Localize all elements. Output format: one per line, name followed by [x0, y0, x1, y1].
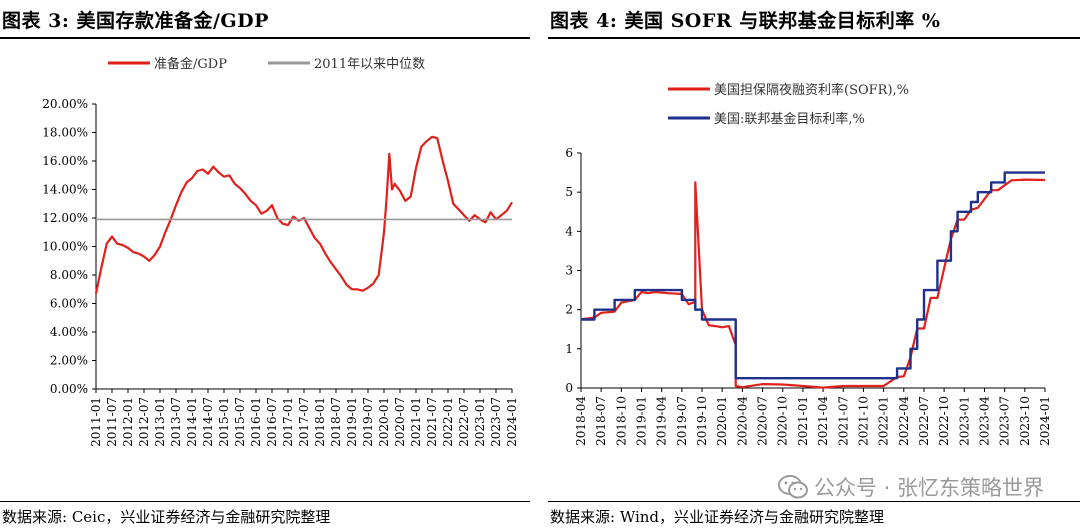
x-tick-label: 2015-01 — [217, 397, 231, 447]
source-divider — [0, 501, 530, 502]
x-tick-label: 2022-01 — [441, 397, 455, 447]
x-tick-label: 2017-01 — [281, 397, 295, 447]
x-tick-label: 2016-07 — [265, 397, 279, 447]
x-tick-label: 2023-07 — [489, 397, 503, 447]
x-tick-label: 2021-01 — [796, 396, 810, 446]
x-tick-label: 2022-07 — [917, 396, 931, 446]
x-tick-label: 2011-01 — [89, 397, 103, 447]
x-tick-label: 2021-04 — [816, 396, 830, 446]
x-tick-label: 2022-04 — [897, 396, 911, 446]
watermark-text: 公众号 · 张忆东策略世界 — [813, 476, 1044, 500]
chart-sofr-fed: 0 1 2 3 4 5 6 2018-04 2018-07 2018-10 2019-01 2019-… — [565, 82, 1052, 446]
y-tick-label: 5 — [565, 185, 573, 199]
x-tick-label: 2011-07 — [105, 397, 119, 447]
series-line — [581, 171, 1045, 380]
y-tick-label: 0.00% — [50, 382, 88, 396]
x-tick-label: 2021-07 — [425, 397, 439, 447]
chart-source: 数据来源: Ceic，兴业证券经济与金融研究院整理 — [2, 508, 331, 526]
x-tick-label: 2020-04 — [735, 396, 749, 446]
chart-title: 图表 4: 美国 SOFR 与联邦基金目标利率 % — [550, 10, 941, 32]
chart-panel-sofr: 图表 4: 美国 SOFR 与联邦基金目标利率 % 0 1 2 3 4 5 6 2018-04… — [548, 0, 1080, 532]
y-tick-label: 2.00% — [50, 354, 88, 368]
chart-title: 图表 3: 美国存款准备金/GDP — [2, 10, 269, 32]
y-tick-label: 4 — [565, 224, 573, 238]
x-tick-label: 2019-10 — [695, 396, 709, 446]
x-tick-label: 2018-04 — [574, 396, 588, 446]
y-tick-label: 4.00% — [50, 325, 88, 339]
x-tick-label: 2020-01 — [715, 396, 729, 446]
source-divider — [548, 501, 1080, 502]
x-tick-label: 2020-07 — [393, 397, 407, 447]
x-tick-label: 2023-01 — [473, 397, 487, 447]
x-tick-label: 2013-01 — [153, 397, 167, 447]
x-tick-label: 2015-07 — [233, 397, 247, 447]
legend-label: 美国:联邦基金目标利率,% — [714, 111, 865, 127]
x-tick-label: 2018-07 — [329, 397, 343, 447]
y-tick-label: 14.00% — [42, 183, 88, 197]
x-tick-label: 2024-01 — [505, 397, 519, 447]
series-line — [94, 135, 513, 294]
x-tick-label: 2018-10 — [614, 396, 628, 446]
y-tick-label: 10.00% — [42, 240, 88, 254]
x-tick-label: 2023-07 — [998, 396, 1012, 446]
x-tick-label: 2019-01 — [635, 396, 649, 446]
x-tick-label: 2018-01 — [313, 397, 327, 447]
x-tick-label: 2023-04 — [977, 396, 991, 446]
x-tick-label: 2017-07 — [297, 397, 311, 447]
x-tick-label: 2020-07 — [756, 396, 770, 446]
x-tick-label: 2020-10 — [776, 396, 790, 446]
x-tick-label: 2022-01 — [877, 396, 891, 446]
y-tick-label: 0 — [565, 381, 573, 395]
y-tick-label: 18.00% — [42, 126, 88, 140]
x-tick-label: 2022-07 — [457, 397, 471, 447]
title-divider — [548, 37, 1080, 39]
x-tick-label: 2016-01 — [249, 397, 263, 447]
x-tick-label: 2012-07 — [137, 397, 151, 447]
chart-source: 数据来源: Wind，兴业证券经济与金融研究院整理 — [550, 508, 885, 526]
x-tick-label: 2021-01 — [409, 397, 423, 447]
x-tick-label: 2014-07 — [201, 397, 215, 447]
x-tick-label: 2020-01 — [377, 397, 391, 447]
y-tick-label: 16.00% — [42, 154, 88, 168]
y-tick-label: 20.00% — [42, 97, 88, 111]
series-line — [580, 178, 1046, 389]
chart-panel-reserves: 图表 3: 美国存款准备金/GDP 0.00% 2.00% 4.00% 6.00% 8.… — [0, 0, 530, 532]
x-tick-label: 2019-01 — [345, 397, 359, 447]
x-tick-label: 2023-10 — [1018, 396, 1032, 446]
legend-label: 2011年以来中位数 — [314, 57, 425, 72]
x-tick-label: 2019-07 — [675, 396, 689, 446]
x-tick-label: 2022-10 — [937, 396, 951, 446]
y-tick-label: 3 — [565, 264, 573, 278]
x-tick-label: 2013-07 — [169, 397, 183, 447]
chart-reserves-gdp: 0.00% 2.00% 4.00% 6.00% 8.00% 10.00% 12.00% 14.… — [42, 56, 519, 447]
x-tick-label: 2019-04 — [655, 396, 669, 446]
x-tick-label: 2019-07 — [361, 397, 375, 447]
x-tick-label: 2021-07 — [836, 396, 850, 446]
title-divider — [0, 37, 530, 39]
y-tick-label: 1 — [565, 342, 573, 356]
x-tick-label: 2021-10 — [856, 396, 870, 446]
y-tick-label: 6 — [565, 146, 573, 160]
legend-label: 美国担保隔夜融资利率(SOFR),% — [714, 82, 909, 98]
x-tick-label: 2024-01 — [1038, 396, 1052, 446]
x-tick-label: 2018-07 — [594, 396, 608, 446]
legend-label: 准备金/GDP — [154, 56, 227, 72]
y-tick-label: 2 — [565, 303, 573, 317]
y-tick-label: 8.00% — [50, 268, 88, 282]
y-tick-label: 6.00% — [50, 297, 88, 311]
x-tick-label: 2012-01 — [121, 397, 135, 447]
wechat-icon — [777, 475, 808, 499]
x-tick-label: 2023-01 — [957, 396, 971, 446]
y-tick-label: 12.00% — [42, 211, 88, 225]
x-tick-label: 2014-01 — [185, 397, 199, 447]
watermark: 公众号 · 张忆东策略世界 — [777, 472, 1044, 502]
